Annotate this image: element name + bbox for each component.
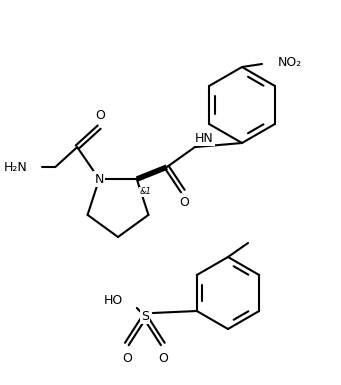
Text: HO: HO (104, 293, 123, 306)
Text: &1: &1 (140, 187, 152, 196)
Text: O: O (95, 109, 105, 122)
Text: O: O (122, 352, 132, 365)
Text: N: N (94, 172, 104, 186)
Text: O: O (158, 352, 168, 365)
Text: H₂N: H₂N (3, 161, 27, 174)
Text: NO₂: NO₂ (278, 55, 302, 69)
Text: HN: HN (195, 132, 213, 145)
Text: S: S (141, 310, 149, 323)
Text: O: O (179, 196, 189, 209)
